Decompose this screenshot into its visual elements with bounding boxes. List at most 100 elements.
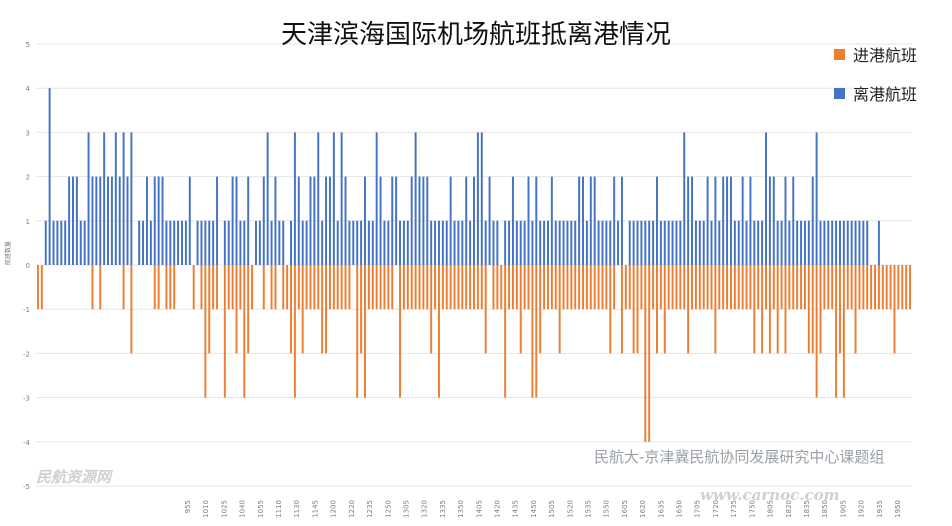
bar-departures xyxy=(842,220,845,265)
bar-arrivals xyxy=(332,265,335,310)
bar-departures xyxy=(200,220,203,265)
bar-departures xyxy=(410,176,413,265)
bar-departures xyxy=(815,132,818,265)
bar-arrivals xyxy=(231,265,234,310)
bar-arrivals xyxy=(321,265,324,354)
x-tick-label: 1620 xyxy=(639,500,647,518)
bar-departures xyxy=(511,176,514,265)
bar-arrivals xyxy=(40,265,43,310)
bar-departures xyxy=(383,220,386,265)
x-tick-label: 1040 xyxy=(239,500,247,518)
bar-departures xyxy=(317,132,320,265)
bar-arrivals xyxy=(881,265,884,310)
bar-departures xyxy=(846,220,849,265)
bar-arrivals xyxy=(91,265,94,310)
bar-arrivals xyxy=(909,265,912,310)
bar-arrivals xyxy=(543,265,546,310)
bar-departures xyxy=(877,220,880,265)
credit-text: 民航大-京津冀民航协同发展研究中心课题组 xyxy=(594,448,885,466)
x-tick-label: 1520 xyxy=(566,500,574,518)
bar-arrivals xyxy=(360,265,363,354)
bar-departures xyxy=(118,176,121,265)
bar-departures xyxy=(282,220,285,265)
bar-departures xyxy=(784,176,787,265)
x-tick-label: 1305 xyxy=(402,500,410,518)
bar-arrivals xyxy=(897,265,900,310)
bar-arrivals xyxy=(718,265,721,310)
bar-departures xyxy=(305,220,308,265)
bar-arrivals xyxy=(706,265,709,310)
bar-departures xyxy=(445,220,448,265)
bar-departures xyxy=(83,220,86,265)
bar-departures xyxy=(862,220,865,265)
bar-arrivals xyxy=(99,265,102,310)
bar-arrivals xyxy=(208,265,211,354)
bar-departures xyxy=(103,132,106,265)
bar-arrivals xyxy=(348,265,351,310)
bar-departures xyxy=(204,220,207,265)
bar-arrivals xyxy=(523,265,526,310)
bar-departures xyxy=(683,132,686,265)
bar-arrivals xyxy=(761,265,764,354)
bar-arrivals xyxy=(410,265,413,310)
bar-departures xyxy=(632,220,635,265)
bar-departures xyxy=(722,176,725,265)
bar-arrivals xyxy=(702,265,705,310)
bar-departures xyxy=(780,220,783,265)
bar-departures xyxy=(788,220,791,265)
bar-arrivals xyxy=(901,265,904,310)
bar-departures xyxy=(628,220,631,265)
x-tick-label: 1145 xyxy=(311,500,319,518)
bar-departures xyxy=(698,220,701,265)
bar-arrivals xyxy=(624,265,627,310)
bar-departures xyxy=(270,220,273,265)
bar-arrivals xyxy=(200,265,203,310)
bar-arrivals xyxy=(547,265,549,310)
bar-arrivals xyxy=(515,265,518,310)
bar-departures xyxy=(796,220,799,265)
x-tick-label: 1010 xyxy=(202,500,210,518)
x-tick-label: 1450 xyxy=(530,500,538,518)
bar-arrivals xyxy=(274,265,277,310)
bar-departures xyxy=(543,220,546,265)
bar-arrivals xyxy=(36,265,39,310)
x-tick-label: 1535 xyxy=(585,500,593,518)
bar-arrivals xyxy=(379,265,382,310)
bar-arrivals xyxy=(609,265,612,354)
bar-arrivals xyxy=(885,265,888,310)
bar-departures xyxy=(504,220,507,265)
x-tick-label: 1220 xyxy=(348,500,356,518)
bar-departures xyxy=(659,220,662,265)
bar-departures xyxy=(648,220,651,265)
bar-departures xyxy=(702,220,705,265)
bar-arrivals xyxy=(465,265,468,310)
legend-swatch-arrivals xyxy=(834,48,845,60)
bar-arrivals xyxy=(480,265,483,310)
bar-departures xyxy=(274,176,277,265)
bar-departures xyxy=(231,176,234,265)
bar-departures xyxy=(356,220,359,265)
bar-arrivals xyxy=(788,265,791,310)
bar-departures xyxy=(126,176,129,265)
bar-arrivals xyxy=(800,265,803,310)
y-tick-label: -4 xyxy=(23,439,31,447)
bar-arrivals xyxy=(328,265,331,310)
bar-departures xyxy=(99,176,102,265)
bar-arrivals xyxy=(846,265,849,310)
bar-departures xyxy=(480,132,483,265)
bar-arrivals xyxy=(679,265,682,310)
bar-arrivals xyxy=(367,265,370,310)
bar-departures xyxy=(737,220,740,265)
x-tick-label: 1335 xyxy=(439,500,447,518)
bar-departures xyxy=(149,220,152,265)
bar-departures xyxy=(710,220,713,265)
bar-departures xyxy=(691,176,693,265)
bar-departures xyxy=(554,220,557,265)
bar-departures xyxy=(56,220,59,265)
bar-arrivals xyxy=(504,265,507,398)
bar-arrivals xyxy=(531,265,534,398)
bar-departures xyxy=(64,220,67,265)
bar-arrivals xyxy=(749,265,752,310)
bar-departures xyxy=(757,220,760,265)
bar-arrivals xyxy=(305,265,308,310)
